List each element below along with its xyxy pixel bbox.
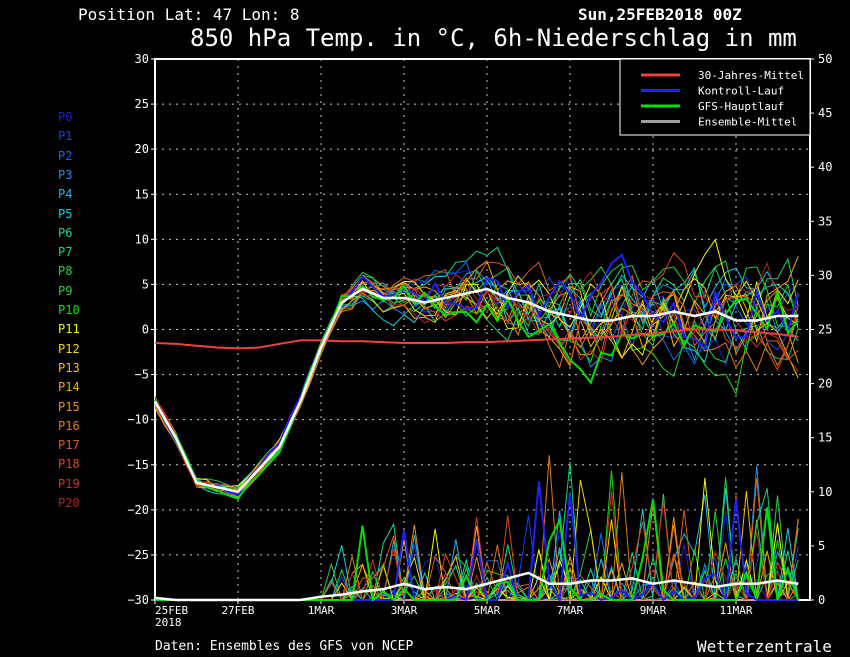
control-run-temp bbox=[154, 253, 800, 496]
member-label-P13: P13 bbox=[58, 360, 80, 375]
y-tick-label: 25 bbox=[135, 97, 149, 111]
x-tick-label: 5MAR bbox=[474, 604, 501, 617]
x-tick-label: 25FEB bbox=[155, 604, 188, 617]
y-tick-label: 5 bbox=[142, 277, 149, 291]
member-label-P0: P0 bbox=[58, 110, 73, 124]
member-P6-precip bbox=[155, 522, 799, 602]
member-label-P17: P17 bbox=[58, 438, 80, 453]
member-label-P8: P8 bbox=[58, 264, 73, 279]
gfs-main-run-temp bbox=[154, 284, 800, 500]
y-tick-label: −15 bbox=[127, 458, 149, 472]
member-P19-temp bbox=[154, 274, 799, 496]
member-P11-temp bbox=[154, 238, 799, 489]
member-P0-temp bbox=[154, 270, 799, 487]
y-tick-label: −30 bbox=[127, 593, 149, 607]
run-date: Sun,25FEB2018 00Z bbox=[578, 5, 742, 24]
y-tick-label: 10 bbox=[135, 232, 149, 246]
y-tick-label: 30 bbox=[135, 52, 149, 66]
x-tick-label: 7MAR bbox=[557, 604, 584, 617]
member-P14-precip bbox=[155, 525, 799, 602]
y2-tick-label: 15 bbox=[818, 431, 832, 445]
member-label-P12: P12 bbox=[58, 341, 80, 356]
y2-tick-label: 45 bbox=[818, 106, 832, 120]
member-label-P20: P20 bbox=[58, 496, 80, 510]
x-tick-label: 27FEB bbox=[221, 604, 254, 617]
member-label-P19: P19 bbox=[58, 476, 80, 491]
y2-tick-label: 40 bbox=[818, 160, 832, 174]
member-label-P18: P18 bbox=[58, 457, 80, 472]
member-P3-temp bbox=[154, 269, 799, 491]
member-label-P1: P1 bbox=[58, 129, 73, 144]
legend-label: Kontroll-Lauf bbox=[698, 85, 784, 98]
y2-tick-label: 20 bbox=[818, 377, 832, 391]
member-label-P6: P6 bbox=[58, 225, 73, 240]
member-label-P2: P2 bbox=[58, 148, 73, 163]
y-tick-label: −5 bbox=[135, 368, 149, 382]
member-P2-precip bbox=[155, 525, 799, 601]
x-tick-label: 1MAR bbox=[308, 604, 335, 617]
chart-title: 850 hPa Temp. in °C, 6h-Niederschlag in … bbox=[190, 24, 797, 52]
data-source: Daten: Ensembles des GFS von NCEP bbox=[155, 639, 414, 654]
member-label-P3: P3 bbox=[58, 167, 73, 182]
y-tick-label: 20 bbox=[135, 142, 149, 156]
member-label-P14: P14 bbox=[58, 380, 80, 395]
x-tick-sublabel: 2018 bbox=[155, 616, 182, 629]
member-label-P15: P15 bbox=[58, 399, 80, 414]
ensemble-mean-temp-line bbox=[153, 287, 799, 494]
y2-tick-label: 30 bbox=[818, 268, 832, 282]
ensemble-mean-precip-line bbox=[154, 571, 799, 602]
y2-tick-label: 10 bbox=[818, 485, 832, 499]
legend-label: 30-Jahres-Mittel bbox=[698, 69, 804, 82]
y2-tick-label: 50 bbox=[818, 52, 832, 66]
y2-tick-label: 0 bbox=[818, 593, 825, 607]
y-tick-label: 0 bbox=[142, 323, 149, 337]
y-tick-label: 15 bbox=[135, 187, 149, 201]
member-P6-temp bbox=[154, 246, 799, 488]
y2-tick-label: 25 bbox=[818, 323, 832, 337]
member-label-P9: P9 bbox=[58, 283, 73, 298]
member-P10-temp bbox=[154, 282, 799, 495]
member-label-P11: P11 bbox=[58, 322, 80, 337]
member-label-P4: P4 bbox=[58, 187, 73, 202]
y2-tick-label: 5 bbox=[818, 539, 825, 553]
y-tick-label: −25 bbox=[127, 548, 149, 562]
member-P9-temp bbox=[154, 260, 799, 492]
member-label-P16: P16 bbox=[58, 418, 80, 433]
brand: Wetterzentrale bbox=[697, 637, 832, 656]
x-tick-label: 11MAR bbox=[719, 604, 752, 617]
position-label: Position Lat: 47 Lon: 8 bbox=[78, 5, 300, 24]
legend-label: GFS-Hauptlauf bbox=[698, 100, 784, 113]
y2-tick-label: 35 bbox=[818, 214, 832, 228]
x-tick-label: 3MAR bbox=[391, 604, 418, 617]
member-label-P7: P7 bbox=[58, 245, 73, 260]
legend-box bbox=[619, 58, 811, 136]
x-tick-label: 9MAR bbox=[640, 604, 667, 617]
y-tick-label: −10 bbox=[127, 413, 149, 427]
climate-mean-line bbox=[154, 328, 799, 350]
member-label-P10: P10 bbox=[58, 303, 80, 317]
y-tick-label: −20 bbox=[127, 503, 149, 517]
member-P13-temp bbox=[154, 277, 799, 494]
legend-label: Ensemble-Mittel bbox=[698, 116, 797, 129]
member-label-P5: P5 bbox=[58, 206, 73, 221]
